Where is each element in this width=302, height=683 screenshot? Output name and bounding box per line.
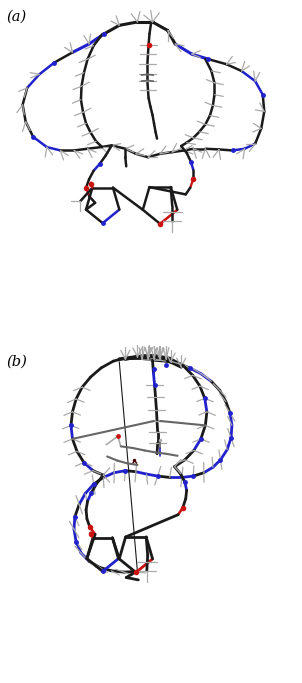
Text: (a): (a) [6, 10, 26, 24]
Text: (b): (b) [6, 355, 27, 369]
